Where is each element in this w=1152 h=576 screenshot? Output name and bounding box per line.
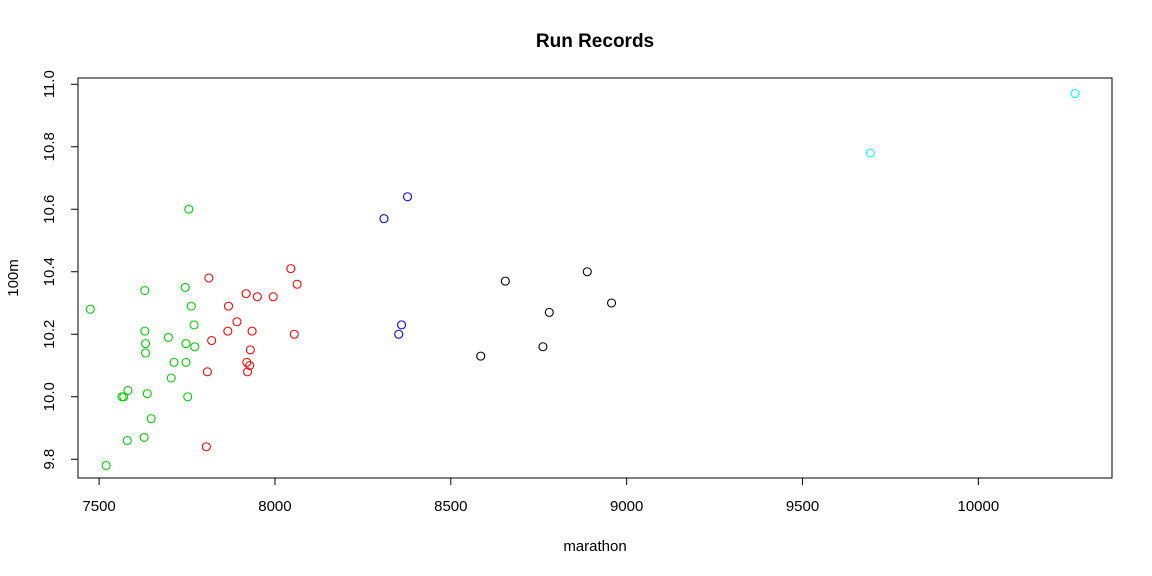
data-points [85, 89, 1080, 471]
x-tick-label: 9000 [610, 498, 643, 515]
data-point [223, 326, 233, 336]
x-axis-label: marathon [563, 538, 626, 555]
data-point [117, 392, 127, 402]
data-point [181, 339, 191, 349]
data-point [544, 307, 554, 317]
data-point [241, 289, 251, 299]
data-point [582, 267, 592, 277]
data-point [202, 367, 212, 377]
data-point [245, 360, 255, 371]
data-point [139, 432, 149, 442]
y-tick-label: 9.8 [41, 449, 58, 470]
data-point [252, 292, 262, 302]
data-point [180, 282, 190, 292]
data-point [402, 192, 413, 202]
y-axis-label: 100m [5, 259, 22, 297]
data-point [184, 204, 194, 214]
y-tick-label: 10.8 [41, 132, 58, 161]
data-point [289, 329, 299, 339]
x-tick-label: 9500 [786, 498, 819, 515]
data-point [379, 214, 389, 224]
data-point [183, 392, 193, 402]
data-point [140, 285, 150, 296]
data-point [122, 435, 132, 446]
data-point [146, 414, 156, 424]
x-tick-label: 8500 [434, 498, 467, 515]
y-axis: 9.8 10.0 10.2 10.4 10.6 10.8 11.0 [41, 70, 79, 470]
y-tick-label: 10.6 [41, 195, 58, 224]
data-point [207, 335, 217, 346]
data-point [85, 304, 95, 314]
data-point [476, 351, 486, 361]
plot-frame [77, 77, 1113, 479]
data-point [242, 357, 252, 367]
chart-title: Run Records [536, 31, 654, 52]
y-tick-label: 10.4 [41, 257, 58, 286]
data-point [186, 301, 196, 311]
data-point [247, 326, 257, 336]
data-point [397, 320, 407, 330]
data-point [140, 339, 151, 349]
y-tick-label: 11.0 [41, 70, 58, 98]
x-tick-label: 7500 [82, 498, 115, 515]
x-tick-label: 8000 [258, 498, 291, 515]
data-point [181, 357, 191, 367]
data-point [538, 342, 548, 352]
data-point [169, 357, 179, 367]
data-point [101, 460, 111, 471]
x-tick-label: 10000 [957, 498, 999, 515]
y-tick-label: 10.2 [41, 320, 58, 349]
data-point [201, 442, 211, 452]
data-point [223, 301, 234, 311]
data-point [286, 264, 296, 274]
data-point [140, 348, 151, 358]
data-point [119, 392, 129, 402]
data-point [394, 329, 404, 339]
data-point [865, 148, 875, 158]
data-point [245, 345, 255, 355]
data-point [189, 320, 199, 330]
data-point [242, 367, 253, 377]
data-point [123, 385, 133, 396]
data-point [606, 298, 617, 308]
data-point [292, 279, 302, 289]
data-point [500, 276, 510, 286]
data-point [204, 273, 214, 283]
data-point [1070, 89, 1080, 99]
data-point [140, 326, 150, 336]
data-point [166, 373, 176, 383]
data-point [232, 317, 242, 327]
data-point [142, 389, 152, 399]
data-point [268, 292, 278, 302]
y-tick-label: 10.0 [41, 382, 58, 411]
x-axis: 7500 8000 8500 9000 9500 10000 [82, 477, 999, 515]
data-point [190, 342, 200, 352]
data-point [163, 332, 173, 342]
